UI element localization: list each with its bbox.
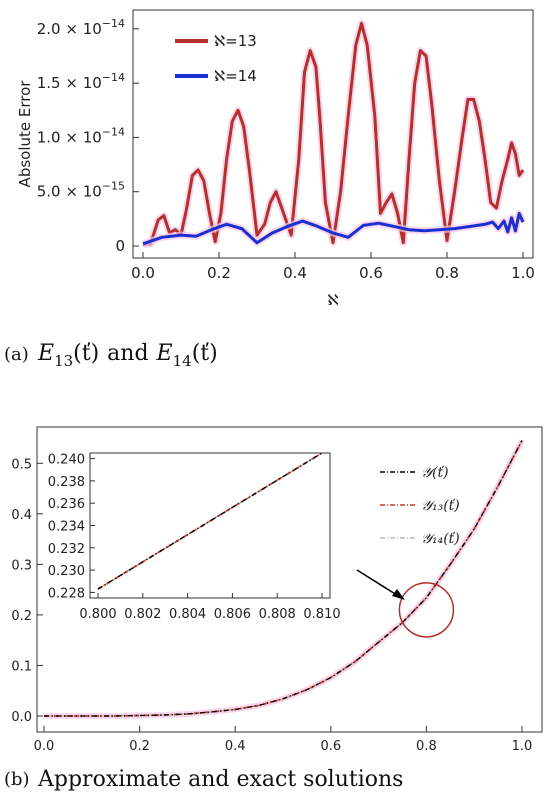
- error-y-tick-label: 2.0 × 10−14: [37, 17, 125, 38]
- error-x-tick-label: 0.4: [283, 264, 307, 282]
- error-y-tick-label: 0: [115, 237, 125, 255]
- error-y-tick-exponent: −15: [102, 180, 125, 193]
- solution-y-tick-label: 0.0: [11, 710, 32, 725]
- inset-x-tick-label: 0.800: [79, 607, 116, 622]
- inset-y-tick-label: 0.234: [48, 520, 85, 535]
- error-y-tick-exponent: −14: [102, 71, 125, 84]
- error-y-tick-exponent: −14: [102, 125, 125, 138]
- inset-series-line-exact: [97, 452, 323, 590]
- error-y-tick-label: 1.5 × 10−14: [37, 71, 125, 92]
- caption-a-sub-a: 13: [54, 352, 73, 370]
- inset-series-line-13: [97, 452, 323, 590]
- inset-chart: 0.228 0.230 0.232 0.234 0.236 0.238 0.240 0.80…: [48, 452, 341, 622]
- legend-label-13-b: 𝒴₁₃(ť): [421, 498, 460, 514]
- solution-y-tick-label: 0.2: [11, 609, 32, 624]
- solution-y-tick-label: 0.4: [11, 508, 32, 523]
- solution-x-tick-label: 0.2: [129, 739, 150, 754]
- error-x-tick-label: 0.6: [359, 264, 383, 282]
- error-y-tick-mantissa: 0: [115, 237, 125, 255]
- legend-label-exact: 𝒴(ť): [421, 465, 449, 481]
- error-x-tick-label: 1.0: [511, 264, 535, 282]
- caption-a-math-a: E: [37, 341, 54, 366]
- solution-x-tick-label: 1.0: [512, 739, 533, 754]
- solution-y-tick-label: 0.1: [11, 659, 32, 674]
- solution-y-tick-label: 0.5: [11, 457, 32, 472]
- solution-y-tick-label: 0.3: [11, 558, 32, 573]
- inset-y-tick-label: 0.228: [48, 586, 85, 601]
- caption-a-and: and: [107, 341, 148, 366]
- caption-a-math-b: E: [156, 341, 173, 366]
- inset-y-tick-label: 0.238: [48, 475, 85, 490]
- callout-arrow-line: [356, 569, 401, 598]
- inset-x-tick-label: 0.804: [169, 607, 206, 622]
- caption-b-text: Approximate and exact solutions: [37, 767, 403, 792]
- inset-x-tick-label: 0.802: [124, 607, 161, 622]
- caption-a-arg-a: (ť): [73, 341, 99, 366]
- caption-a-text: E13(ť) and E14(ť): [37, 341, 218, 370]
- error-y-tick-label: 5.0 × 10−15: [37, 180, 125, 201]
- error-y-tick-mantissa: 2.0 × 10: [37, 20, 102, 38]
- solution-chart-frame: [36, 426, 543, 733]
- caption-a-arg-b: (ť): [192, 341, 218, 366]
- error-x-tick-label: 0.8: [435, 264, 459, 282]
- error-chart-frame: [132, 9, 534, 259]
- error-x-tick-label: 0.0: [131, 264, 155, 282]
- error-chart: 05.0 × 10−151.0 × 10−141.5 × 10−142.0 × …: [4, 9, 535, 370]
- legend-label-14: ℵ=14: [214, 67, 257, 85]
- error-series-line-14: [142, 211, 525, 246]
- caption-b: (b) Approximate and exact solutions: [4, 767, 403, 792]
- solution-series-line-exact: [44, 440, 523, 717]
- error-y-tick-mantissa: 5.0 × 10: [37, 183, 102, 201]
- error-y-tick-label: 1.0 × 10−14: [37, 125, 125, 146]
- inset-x-tick-label: 0.810: [303, 607, 340, 622]
- inset-x-tick-label: 0.808: [259, 607, 296, 622]
- error-chart-x-label: ℵ: [327, 291, 338, 309]
- error-y-tick-exponent: −14: [102, 17, 125, 30]
- error-series-halo-13: [142, 19, 526, 248]
- callout-arrow: [356, 569, 405, 600]
- solution-x-tick-label: 0.4: [225, 739, 246, 754]
- callout-arrow-head: [392, 589, 405, 600]
- solution-x-tick-label: 0.6: [320, 739, 341, 754]
- caption-b-tag: (b): [4, 769, 30, 790]
- caption-a: (a) E13(ť) and E14(ť): [4, 341, 218, 370]
- inset-y-tick-label: 0.240: [48, 453, 85, 468]
- error-chart-y-label: Absolute Error: [16, 80, 34, 188]
- solution-chart-legend: 𝒴(ť) 𝒴₁₃(ť) 𝒴₁₄(ť): [380, 465, 460, 547]
- inset-y-tick-label: 0.230: [48, 564, 85, 579]
- caption-a-sub-b: 14: [173, 352, 192, 370]
- error-series-line-13: [142, 21, 525, 246]
- solution-x-tick-label: 0.8: [416, 739, 437, 754]
- zoom-highlight-circle: [398, 582, 455, 638]
- error-x-tick-label: 0.2: [207, 264, 231, 282]
- solution-chart: 0.0 0.1 0.2 0.3 0.4 0.5 0.0 0.2 0.4 0.6 0.8 1.0 0.…: [4, 426, 543, 792]
- inset-y-tick-label: 0.236: [48, 497, 85, 512]
- caption-a-tag: (a): [4, 344, 29, 365]
- error-y-tick-mantissa: 1.0 × 10: [37, 128, 102, 146]
- error-chart-legend: ℵ=13 ℵ=14: [175, 32, 257, 85]
- inset-frame: [89, 452, 331, 599]
- solution-x-tick-label: 0.0: [34, 739, 55, 754]
- legend-label-13: ℵ=13: [214, 32, 257, 50]
- inset-y-tick-label: 0.232: [48, 542, 85, 557]
- legend-label-14-b: 𝒴₁₄(ť): [421, 531, 460, 547]
- error-y-tick-mantissa: 1.5 × 10: [37, 74, 102, 92]
- inset-x-tick-label: 0.806: [214, 607, 251, 622]
